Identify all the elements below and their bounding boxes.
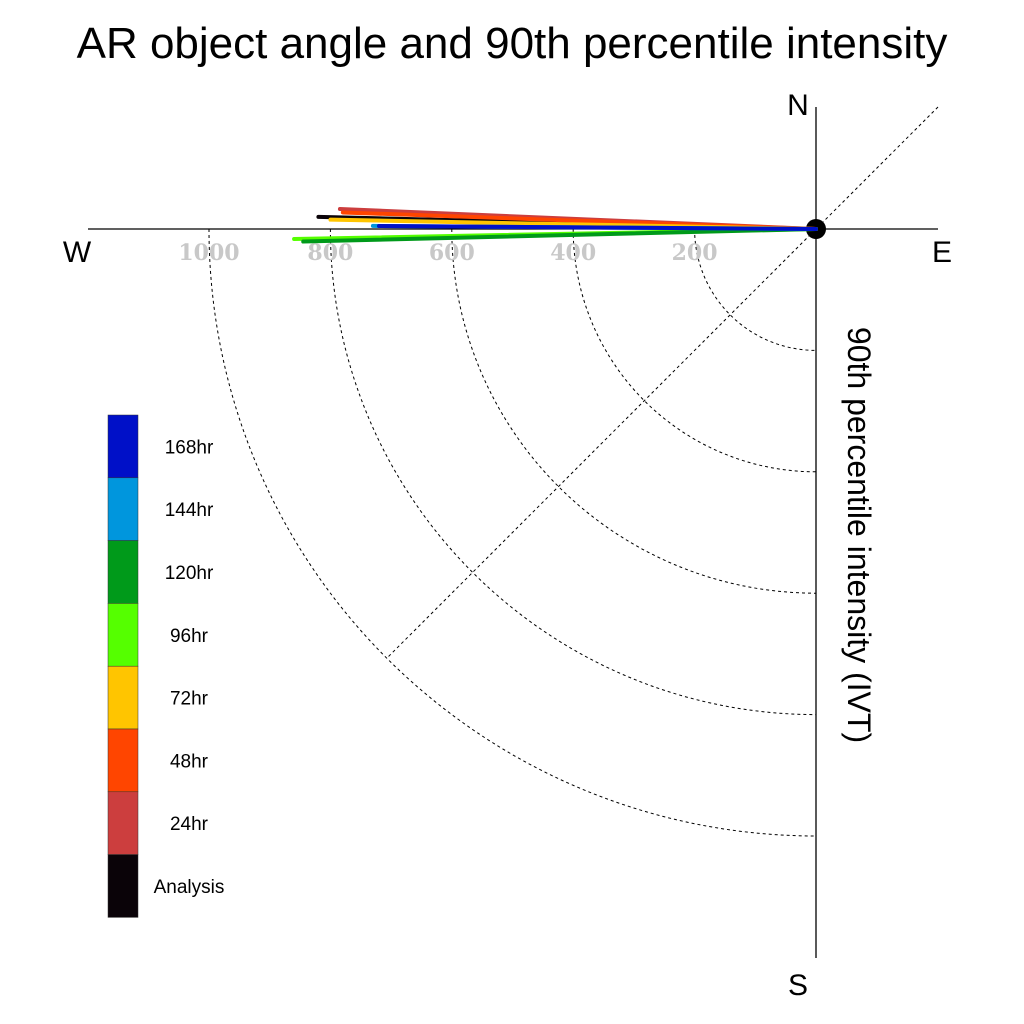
legend-label: 168hr [165, 437, 214, 458]
radial-tick-label: 800 [307, 240, 353, 266]
grid [208, 106, 939, 837]
legend-swatch-24hr [107, 791, 139, 855]
grid-arc-1000 [208, 228, 817, 837]
series-line-120hr [301, 227, 818, 244]
chart-title: AR object angle and 90th percentile inte… [77, 19, 948, 68]
legend-label: Analysis [154, 877, 225, 898]
legend-label: 72hr [170, 689, 209, 710]
grid-arc-200 [694, 228, 817, 351]
grid-arc-400 [572, 228, 817, 473]
legend-label: 48hr [170, 751, 209, 772]
legend-swatch-48hr [107, 728, 139, 793]
radial-tick-labels: 200 400 600 800 1000 [178, 240, 717, 266]
radial-axis-label: 90th percentile intensity (IVT) [841, 327, 877, 743]
legend-label: 24hr [170, 814, 209, 835]
grid-diagonal [386, 106, 939, 659]
grid-arc-800 [329, 228, 817, 716]
radial-tick-label: 1000 [178, 240, 239, 266]
compass-west: W [63, 236, 92, 269]
compass-north: N [787, 89, 809, 122]
radial-tick-label: 200 [672, 240, 718, 266]
legend-swatch-144hr [107, 477, 139, 541]
grid-arc-600 [451, 228, 817, 594]
legend-label: 120hr [165, 563, 214, 584]
legend-swatch-analysis [107, 854, 139, 918]
legend-label: 144hr [165, 500, 214, 521]
legend-swatch-96hr [107, 603, 139, 667]
legend: 168hr 144hr 120hr 96hr 72hr 48hr 24hr Analysis [107, 414, 225, 918]
legend-swatch-168hr [107, 414, 139, 479]
series-line-168hr [376, 223, 818, 231]
legend-label: 96hr [170, 626, 209, 647]
radial-tick-label: 400 [550, 240, 596, 266]
radial-tick-label: 600 [429, 240, 475, 266]
compass-south: S [788, 969, 808, 1002]
legend-swatch-120hr [107, 540, 139, 604]
series-lines [292, 207, 818, 244]
compass-east: E [932, 236, 952, 269]
legend-swatch-72hr [107, 665, 139, 730]
